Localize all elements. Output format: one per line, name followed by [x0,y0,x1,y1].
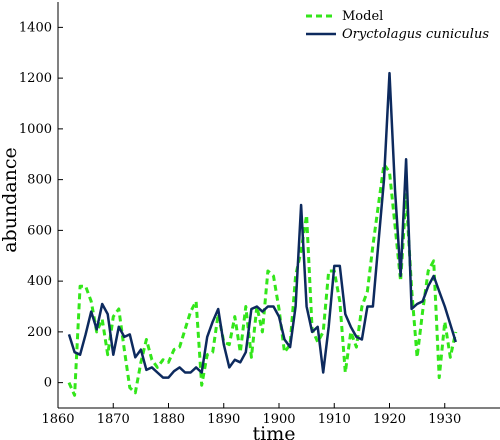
y-tick-label: 1400 [19,20,52,35]
y-tick-label: 1000 [19,122,52,137]
y-tick-label: 1200 [19,71,52,86]
x-tick-label: 1910 [318,412,351,427]
y-tick-label: 200 [27,325,52,340]
legend-label: Model [342,9,383,24]
y-tick-label: 800 [27,173,52,188]
series-layer [67,71,458,397]
observed-series-line [67,71,457,379]
y-tick-label: 600 [27,223,52,238]
x-tick-label: 1890 [207,412,240,427]
y-axis-label: abundance [0,147,21,253]
axes: 0 200 400 600 800 1000 1200 1400 1860 1870 1880 189… [19,2,500,427]
legend: Model Oryctolagus cuniculus [306,9,489,42]
legend-label: Oryctolagus cuniculus [342,27,489,42]
x-tick-label: 1930 [428,412,461,427]
x-tick-label: 1880 [152,412,185,427]
y-tick-label: 400 [27,274,52,289]
x-tick-label: 1920 [373,412,406,427]
x-tick-label: 1870 [97,412,130,427]
y-tick-label: 0 [44,376,52,391]
model-series-line [67,162,458,397]
x-tick-label: 1860 [41,412,74,427]
x-tick-label: 1900 [262,412,295,427]
x-axis-label: time [253,423,296,440]
